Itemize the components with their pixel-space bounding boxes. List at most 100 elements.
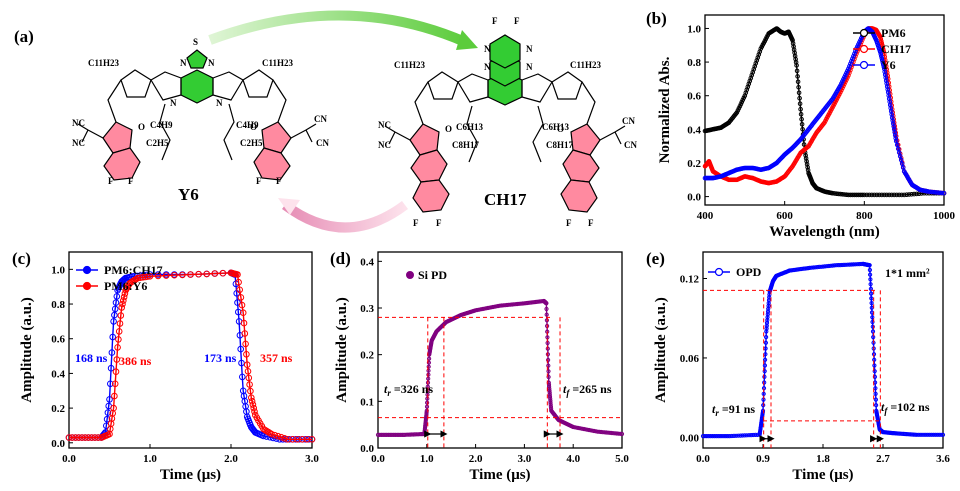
legend-label: Si PD — [418, 268, 447, 282]
y-tick-label: 0.1 — [360, 396, 374, 408]
y6-atom-label: NC — [72, 118, 85, 128]
data-point — [881, 64, 887, 69]
data-point — [795, 74, 800, 79]
y6-atom-label: N — [208, 58, 215, 68]
data-point — [139, 274, 146, 281]
x-axis-label: Wavelength (nm) — [769, 224, 879, 240]
data-point — [882, 66, 887, 72]
rise-time-label-y6: 386 ns — [119, 354, 152, 368]
ch17-atom-label: N — [484, 62, 491, 72]
data-point — [111, 305, 119, 313]
data-point — [114, 344, 121, 351]
data-point — [851, 262, 856, 267]
data-point — [219, 269, 227, 277]
x-tick-label: 3.0 — [305, 453, 319, 465]
data-point — [714, 434, 719, 439]
y6-atom-label: O — [250, 122, 257, 132]
data-point — [804, 161, 810, 167]
molecule-name-ch17: CH17 — [484, 190, 527, 209]
x-axis-label: Time (μs) — [469, 467, 530, 483]
x-tick-label: 1.8 — [816, 453, 830, 465]
data-point — [115, 336, 122, 343]
data-point — [916, 432, 921, 437]
ch17-quinoxaline-benzo-ring — [489, 34, 521, 69]
ch17-left-naphtho-ring-1 — [410, 149, 448, 183]
y6-left-thiophene — [120, 69, 152, 98]
data-point — [813, 265, 818, 270]
ch17-atom-label: F — [436, 218, 442, 228]
ch17-left-naphtho-ring-2 — [412, 179, 450, 213]
data-point — [914, 432, 919, 437]
x-tick-label: 2.0 — [224, 453, 238, 465]
data-point — [762, 380, 767, 385]
x-axis-label: Time (μs) — [160, 467, 221, 483]
x-axis-label: Time (μs) — [792, 467, 853, 483]
data-point — [931, 432, 936, 437]
data-point — [841, 262, 847, 267]
data-point — [892, 132, 898, 138]
legend-label: PM6 — [881, 26, 906, 40]
data-point — [762, 369, 767, 374]
ch17-left-cn-bond-2 — [388, 131, 396, 145]
data-point — [235, 278, 242, 286]
data-point — [250, 404, 257, 412]
y6-atom-label: C11H23 — [88, 58, 120, 68]
data-point — [860, 192, 865, 198]
data-point — [103, 415, 111, 423]
data-point — [235, 308, 242, 316]
data-point — [141, 273, 149, 281]
panel-label-a: (a) — [14, 27, 34, 46]
data-point — [805, 164, 810, 170]
data-point — [867, 192, 872, 198]
data-point — [738, 433, 743, 438]
data-point — [424, 404, 430, 409]
data-point — [546, 369, 551, 374]
data-point — [892, 130, 898, 135]
data-point — [162, 272, 170, 279]
data-point — [94, 434, 102, 441]
data-point — [848, 61, 853, 67]
data-point — [704, 434, 709, 439]
ch17-atom-label: N — [484, 44, 491, 54]
data-point — [742, 433, 747, 438]
data-point — [883, 75, 889, 80]
x-tick-label: 3.0 — [518, 453, 532, 465]
data-point — [731, 433, 737, 438]
data-point — [828, 263, 833, 268]
data-point — [708, 434, 713, 439]
data-point — [869, 301, 874, 306]
data-point — [187, 271, 194, 278]
fall-time-label-ch17: 173 ns — [204, 351, 237, 365]
data-point — [702, 434, 708, 439]
molecule-name-y6: Y6 — [178, 185, 199, 204]
data-point — [862, 192, 867, 198]
y6-right-cn-bond-2 — [305, 129, 313, 143]
ch17-atom-label: C11H23 — [394, 60, 426, 70]
data-point — [744, 433, 749, 438]
y6-atom-label: F — [128, 176, 134, 186]
y-tick-label: 0.2 — [51, 403, 65, 415]
data-point — [547, 394, 553, 399]
data-point — [81, 434, 89, 441]
data-point — [146, 273, 154, 280]
ch17-left-sidechain — [466, 105, 478, 163]
data-point — [857, 262, 862, 267]
data-point — [874, 192, 880, 198]
data-point — [299, 436, 306, 443]
data-point — [909, 192, 914, 197]
data-point — [545, 352, 551, 357]
data-point — [884, 84, 890, 89]
data-point — [104, 409, 112, 416]
data-point — [85, 434, 92, 441]
data-point — [548, 398, 553, 403]
y-tick-label: 0.2 — [360, 350, 374, 362]
data-point — [246, 381, 253, 388]
x-tick-label: 1.0 — [143, 453, 157, 465]
data-point — [236, 286, 243, 294]
legend-marker — [82, 265, 92, 275]
data-point — [893, 135, 899, 141]
legend-label: PM6:Y6 — [104, 279, 147, 293]
y6-atom-label: S — [193, 37, 198, 47]
y6-atom-label: C4H9 — [150, 120, 173, 130]
legend-label: PM6:CH17 — [104, 263, 163, 277]
